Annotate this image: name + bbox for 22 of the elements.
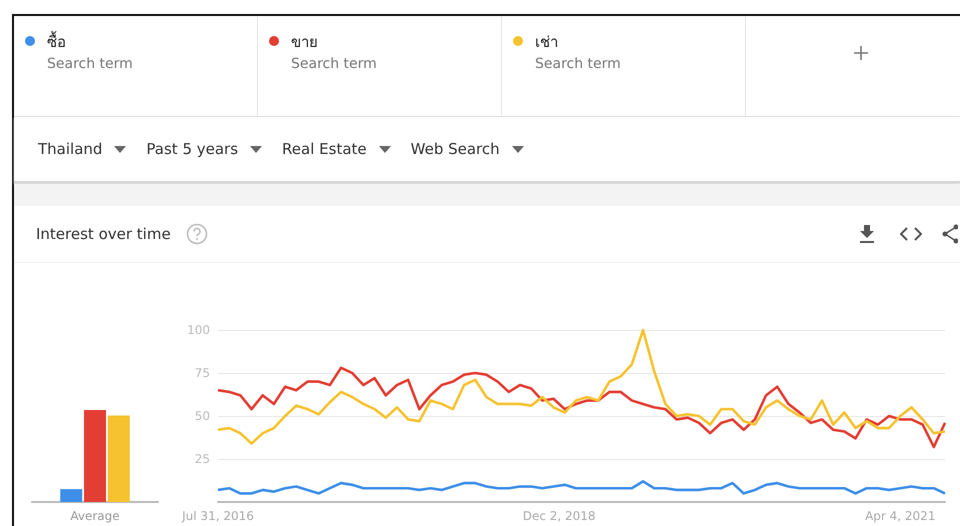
x-tick-label: Average xyxy=(70,509,120,523)
legend-label: ขาย xyxy=(291,32,318,53)
chart-title: Interest over time xyxy=(36,225,171,243)
text: Web Search xyxy=(410,140,500,158)
x-tick-label: Jul 31, 2016 xyxy=(181,509,254,523)
x-tick-label: Apr 4, 2021 xyxy=(865,509,936,523)
text: Search term xyxy=(291,56,377,72)
y-tick-label: 50 xyxy=(194,409,210,423)
line-series xyxy=(216,328,946,445)
legend-label: ซื้อ xyxy=(47,30,66,53)
legend-label: เช่า xyxy=(535,32,558,53)
text: Thailand xyxy=(38,140,102,158)
line-series xyxy=(216,480,946,495)
x-tick-label: Dec 2, 2018 xyxy=(522,509,596,523)
y-tick-label: 100 xyxy=(187,323,210,337)
line-series xyxy=(216,366,946,448)
text: Real Estate xyxy=(282,140,367,158)
text: Past 5 years xyxy=(146,140,238,158)
y-tick-label: 75 xyxy=(194,366,210,380)
text: Search term xyxy=(47,56,133,72)
y-tick-label: 25 xyxy=(194,452,210,466)
text: Search term xyxy=(535,56,621,72)
